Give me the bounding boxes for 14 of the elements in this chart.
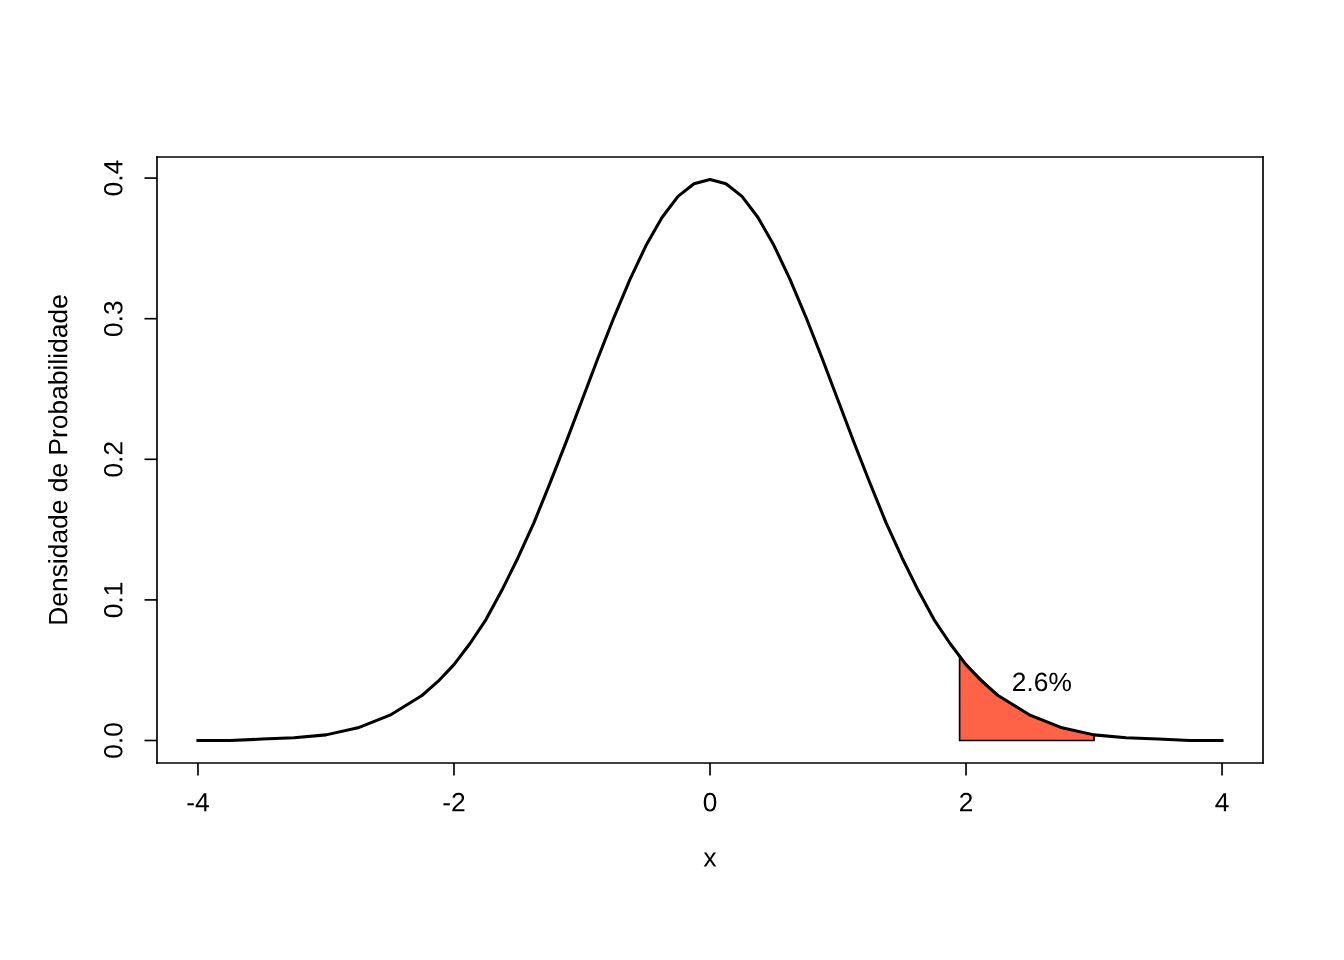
y-tick-label: 0.2 xyxy=(103,442,123,477)
y-tick-label: 0.4 xyxy=(103,160,123,196)
y-axis-title: Densidade de Probabilidade xyxy=(48,295,68,624)
x-axis-title: x xyxy=(703,852,717,867)
line-series xyxy=(196,177,1224,743)
y-tick-label: 0.0 xyxy=(103,723,123,758)
x-tick-label: 4 xyxy=(1215,793,1229,812)
y-tick-label: 0.1 xyxy=(103,582,123,618)
x-tick-label: 2 xyxy=(960,792,973,812)
y-tick-label: 0.3 xyxy=(103,301,123,336)
x-tick-label: -4 xyxy=(187,793,209,812)
x-tick-label: -2 xyxy=(443,792,465,812)
x-tick-label: 0 xyxy=(703,792,717,812)
annotation: 2.6% xyxy=(1013,672,1071,692)
